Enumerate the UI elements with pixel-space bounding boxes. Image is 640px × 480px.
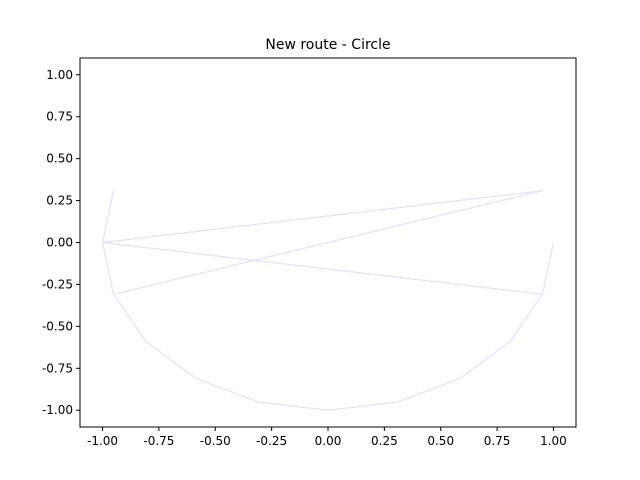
y-tick-label: 0.75 <box>46 110 73 124</box>
x-tick-label: -0.75 <box>143 434 174 448</box>
y-tick-label: -0.75 <box>42 361 73 375</box>
x-tick-label: -1.00 <box>87 434 118 448</box>
y-tick-label: -0.50 <box>42 319 73 333</box>
y-tick-label: 0.50 <box>46 152 73 166</box>
axes-layer: -1.00 -0.75 -0.50 -0.25 0.00 0.25 0.50 0.75 1.00… <box>42 68 567 448</box>
series-line-0 <box>101 189 555 411</box>
y-tick-label: 0.00 <box>46 236 73 250</box>
y-tick-label: 0.25 <box>46 194 73 208</box>
x-tick-label: 0.00 <box>315 434 342 448</box>
x-tick-label: 0.75 <box>484 434 511 448</box>
y-tick-label: 1.00 <box>46 68 73 82</box>
series-layer <box>101 189 555 411</box>
x-tick-label: 0.25 <box>371 434 398 448</box>
x-tick-label: -0.50 <box>200 434 231 448</box>
x-tick-label: 0.50 <box>427 434 454 448</box>
chart-title: New route - Circle <box>265 37 390 53</box>
y-tick-label: -1.00 <box>42 403 73 417</box>
x-tick-label: -0.25 <box>256 434 287 448</box>
x-tick-label: 1.00 <box>540 434 567 448</box>
y-tick-label: -0.25 <box>42 277 73 291</box>
